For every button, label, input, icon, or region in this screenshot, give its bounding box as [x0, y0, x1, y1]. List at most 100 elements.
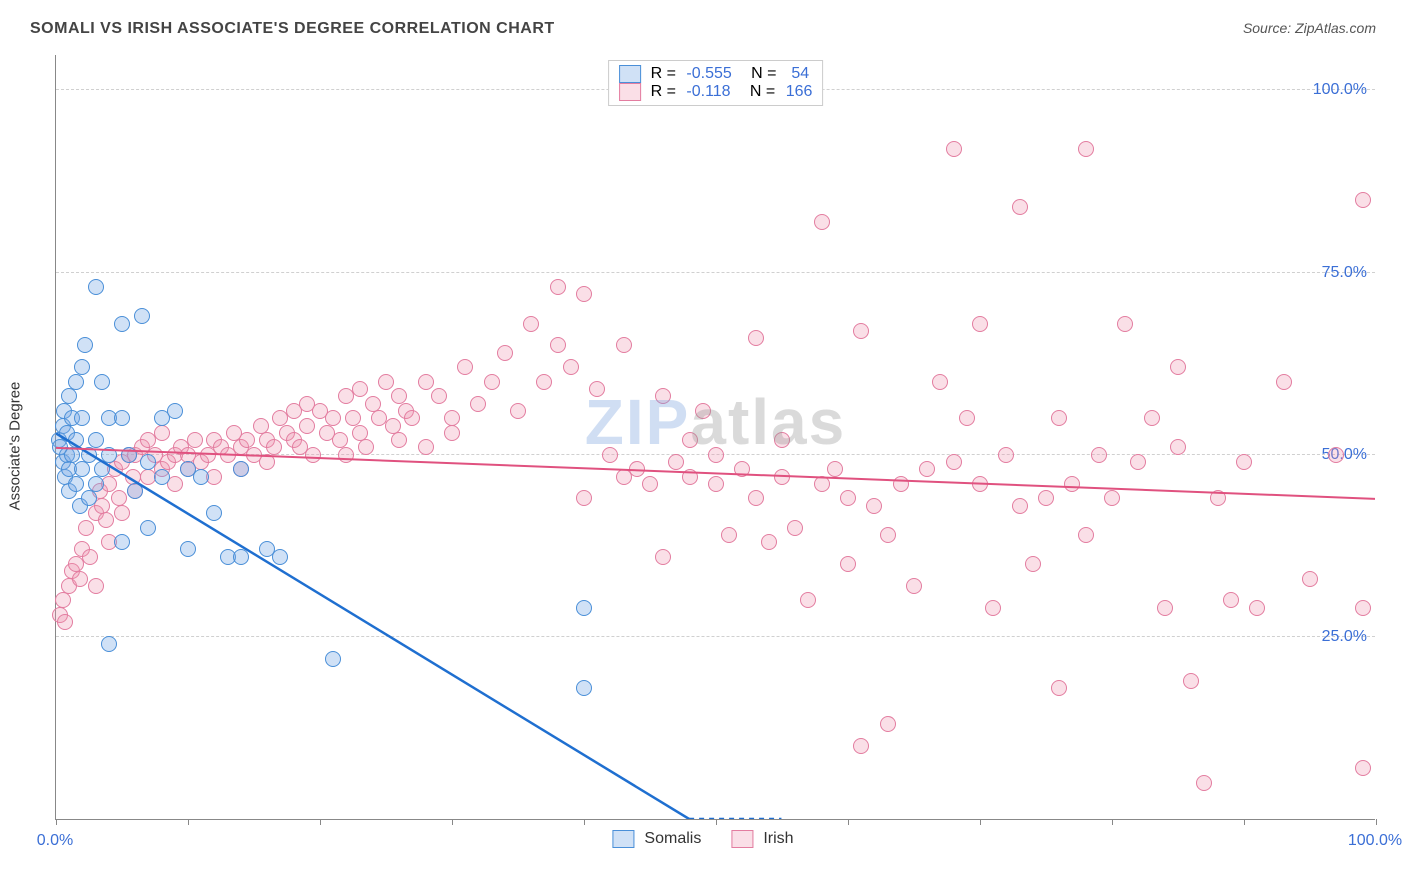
- data-point: [576, 680, 592, 696]
- data-point: [352, 381, 368, 397]
- data-point: [140, 454, 156, 470]
- data-point: [101, 447, 117, 463]
- data-point: [1051, 680, 1067, 696]
- x-tick: [452, 819, 453, 825]
- legend-stat-row: R = -0.555 N = 54: [619, 65, 813, 83]
- data-point: [919, 461, 935, 477]
- data-point: [457, 359, 473, 375]
- data-point: [959, 410, 975, 426]
- data-point: [98, 512, 114, 528]
- data-point: [206, 505, 222, 521]
- data-point: [404, 410, 420, 426]
- data-point: [187, 432, 203, 448]
- data-point: [998, 447, 1014, 463]
- data-point: [1078, 141, 1094, 157]
- data-point: [972, 316, 988, 332]
- data-point: [761, 534, 777, 550]
- legend-label: Irish: [763, 830, 793, 848]
- series-legend: Somalis Irish: [612, 830, 793, 848]
- data-point: [121, 447, 137, 463]
- x-tick-label: 0.0%: [37, 832, 73, 850]
- data-point: [88, 279, 104, 295]
- data-point: [74, 461, 90, 477]
- data-point: [259, 454, 275, 470]
- data-point: [418, 439, 434, 455]
- data-point: [550, 337, 566, 353]
- scatter-plot: ZIPatlas R = -0.555 N = 54R = -0.118 N =…: [55, 55, 1375, 820]
- data-point: [418, 374, 434, 390]
- data-point: [1038, 490, 1054, 506]
- data-point: [1025, 556, 1041, 572]
- data-point: [774, 432, 790, 448]
- data-point: [576, 286, 592, 302]
- legend-swatch: [612, 830, 634, 848]
- data-point: [88, 476, 104, 492]
- data-point: [497, 345, 513, 361]
- data-point: [748, 490, 764, 506]
- data-point: [629, 461, 645, 477]
- data-point: [61, 388, 77, 404]
- data-point: [82, 549, 98, 565]
- data-point: [853, 323, 869, 339]
- gridline: [56, 272, 1375, 273]
- data-point: [576, 490, 592, 506]
- data-point: [708, 447, 724, 463]
- data-point: [72, 571, 88, 587]
- data-point: [1130, 454, 1146, 470]
- data-point: [800, 592, 816, 608]
- data-point: [576, 600, 592, 616]
- data-point: [774, 469, 790, 485]
- legend-swatch: [619, 83, 641, 101]
- data-point: [893, 476, 909, 492]
- data-point: [154, 425, 170, 441]
- data-point: [125, 469, 141, 485]
- data-point: [880, 527, 896, 543]
- data-point: [299, 418, 315, 434]
- legend-item: Irish: [731, 830, 793, 848]
- data-point: [563, 359, 579, 375]
- data-point: [946, 454, 962, 470]
- data-point: [814, 214, 830, 230]
- legend-label: Somalis: [644, 830, 701, 848]
- data-point: [1236, 454, 1252, 470]
- data-point: [1051, 410, 1067, 426]
- x-tick: [188, 819, 189, 825]
- legend-stat-row: R = -0.118 N = 166: [619, 83, 813, 101]
- data-point: [167, 403, 183, 419]
- data-point: [305, 447, 321, 463]
- data-point: [378, 374, 394, 390]
- data-point: [88, 578, 104, 594]
- x-tick-label: 100.0%: [1348, 832, 1402, 850]
- data-point: [68, 556, 84, 572]
- data-point: [233, 549, 249, 565]
- data-point: [946, 141, 962, 157]
- data-point: [1091, 447, 1107, 463]
- data-point: [338, 447, 354, 463]
- x-tick: [716, 819, 717, 825]
- data-point: [444, 425, 460, 441]
- data-point: [94, 374, 110, 390]
- data-point: [272, 549, 288, 565]
- data-point: [721, 527, 737, 543]
- chart-source: Source: ZipAtlas.com: [1243, 20, 1376, 36]
- data-point: [1183, 673, 1199, 689]
- data-point: [1223, 592, 1239, 608]
- data-point: [602, 447, 618, 463]
- data-point: [616, 337, 632, 353]
- data-point: [74, 410, 90, 426]
- data-point: [1210, 490, 1226, 506]
- gridline: [56, 636, 1375, 637]
- y-axis-label: Associate's Degree: [7, 382, 24, 511]
- data-point: [589, 381, 605, 397]
- data-point: [1012, 498, 1028, 514]
- data-point: [431, 388, 447, 404]
- data-point: [972, 476, 988, 492]
- x-tick: [1376, 819, 1377, 825]
- data-point: [140, 520, 156, 536]
- data-point: [550, 279, 566, 295]
- x-tick: [848, 819, 849, 825]
- data-point: [68, 432, 84, 448]
- data-point: [77, 337, 93, 353]
- data-point: [1355, 760, 1371, 776]
- data-point: [391, 432, 407, 448]
